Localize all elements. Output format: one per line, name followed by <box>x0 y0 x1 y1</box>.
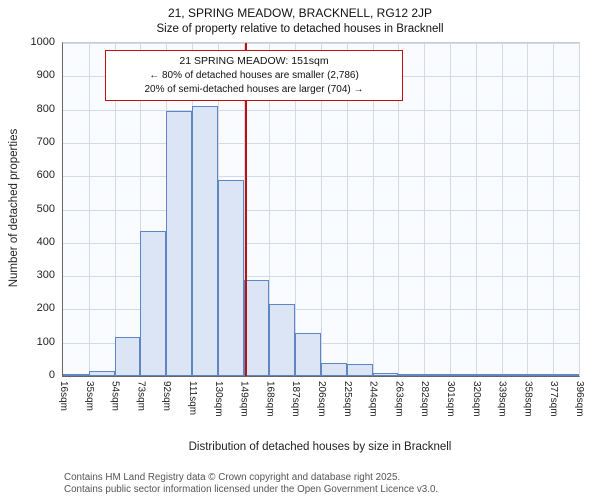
gridline-vertical <box>424 43 426 376</box>
histogram-bar <box>346 364 373 376</box>
x-tick-label: 149sqm <box>238 381 250 417</box>
x-tick-label: 263sqm <box>393 381 405 417</box>
gridline-vertical <box>475 43 477 376</box>
x-tick-label: 320sqm <box>470 381 482 417</box>
histogram-bar <box>553 374 579 376</box>
x-tick-label: 54sqm <box>109 381 121 412</box>
histogram-bar <box>269 304 296 376</box>
x-tick-label: 187sqm <box>290 381 302 417</box>
y-tick-label: 0 <box>48 369 55 381</box>
y-tick-label: 800 <box>36 102 55 115</box>
x-tick-label: 396sqm <box>574 381 585 417</box>
footer-line-2: Contains public sector information licen… <box>64 484 439 496</box>
footer-line-1: Contains HM Land Registry data © Crown c… <box>64 472 401 483</box>
y-tick-label: 400 <box>36 235 55 248</box>
y-tick-label: 1000 <box>30 36 55 48</box>
annotation-line-2: ← 80% of detached houses are smaller (2,… <box>149 69 359 81</box>
y-tick-label: 600 <box>36 169 55 182</box>
histogram-bar <box>527 374 554 376</box>
histogram-bar <box>217 179 244 376</box>
annotation-box: 21 SPRING MEADOW: 151sqm ← 80% of detach… <box>105 50 403 101</box>
x-tick-label: 168sqm <box>264 381 276 417</box>
x-tick-label: 244sqm <box>367 381 379 417</box>
gridline-vertical <box>295 43 297 376</box>
x-tick-label: 339sqm <box>496 381 508 417</box>
x-tick-label: 282sqm <box>419 381 431 417</box>
x-tick-label: 73sqm <box>135 381 147 412</box>
gridline-vertical <box>372 43 374 376</box>
x-tick-label: 92sqm <box>161 381 173 412</box>
x-tick-label: 301sqm <box>445 381 456 417</box>
histogram-bar <box>295 333 321 376</box>
gridline-vertical <box>140 43 142 376</box>
footer: Contains HM Land Registry data © Crown c… <box>64 472 438 496</box>
gridline-vertical <box>501 43 503 376</box>
histogram-bar <box>321 362 347 376</box>
histogram-bar <box>243 280 270 376</box>
gridline-vertical <box>553 43 555 376</box>
histogram-bar <box>398 374 425 376</box>
x-tick-label: 206sqm <box>316 381 327 417</box>
property-marker-line <box>245 43 248 376</box>
annotation-line-3: 20% of semi-detached houses are larger (… <box>144 83 364 95</box>
y-tick-label: 700 <box>36 135 55 148</box>
y-tick-label: 200 <box>36 302 55 315</box>
gridline-vertical <box>243 43 245 376</box>
x-tick-label: 358sqm <box>522 381 534 417</box>
gridline-vertical <box>398 43 400 376</box>
gridline-vertical <box>450 43 451 376</box>
gridline-vertical <box>114 43 116 376</box>
x-tick-label: 111sqm <box>187 381 198 416</box>
histogram-bar <box>450 374 476 376</box>
gridline-vertical <box>527 43 529 376</box>
histogram-bar <box>166 111 192 376</box>
y-tick-label: 100 <box>36 335 55 348</box>
histogram-bar <box>424 374 450 376</box>
gridline-vertical <box>579 43 580 376</box>
y-tick-label: 900 <box>36 69 55 82</box>
gridline-vertical <box>346 43 348 376</box>
gridline-vertical <box>269 43 271 376</box>
annotation-line-1: 21 SPRING MEADOW: 151sqm <box>179 55 329 67</box>
chart-subtitle: Size of property relative to detached ho… <box>156 23 444 35</box>
x-axis-label: Distribution of detached houses by size … <box>188 441 452 453</box>
gridline-vertical <box>88 43 90 376</box>
x-tick-label: 377sqm <box>548 381 560 417</box>
x-tick-label: 130sqm <box>212 381 224 417</box>
histogram-bar <box>501 374 528 376</box>
histogram-bar <box>114 336 141 376</box>
x-tick-label: 35sqm <box>83 381 95 412</box>
histogram-bar <box>192 106 218 376</box>
y-tick-label: 300 <box>36 269 55 282</box>
x-tick-label: 16sqm <box>58 381 69 412</box>
histogram-bar <box>372 372 399 376</box>
histogram-bar <box>88 371 115 376</box>
x-tick-label: 225sqm <box>341 381 353 417</box>
histogram-bar <box>140 231 167 376</box>
histogram-bar <box>475 374 502 376</box>
histogram-bar <box>63 374 89 376</box>
gridline-vertical <box>321 43 322 376</box>
y-tick-label: 500 <box>36 202 55 215</box>
plot-area: 21 SPRING MEADOW: 151sqm ← 80% of detach… <box>31 36 585 417</box>
chart-title: 21, SPRING MEADOW, BRACKNELL, RG12 2JP <box>167 6 433 20</box>
